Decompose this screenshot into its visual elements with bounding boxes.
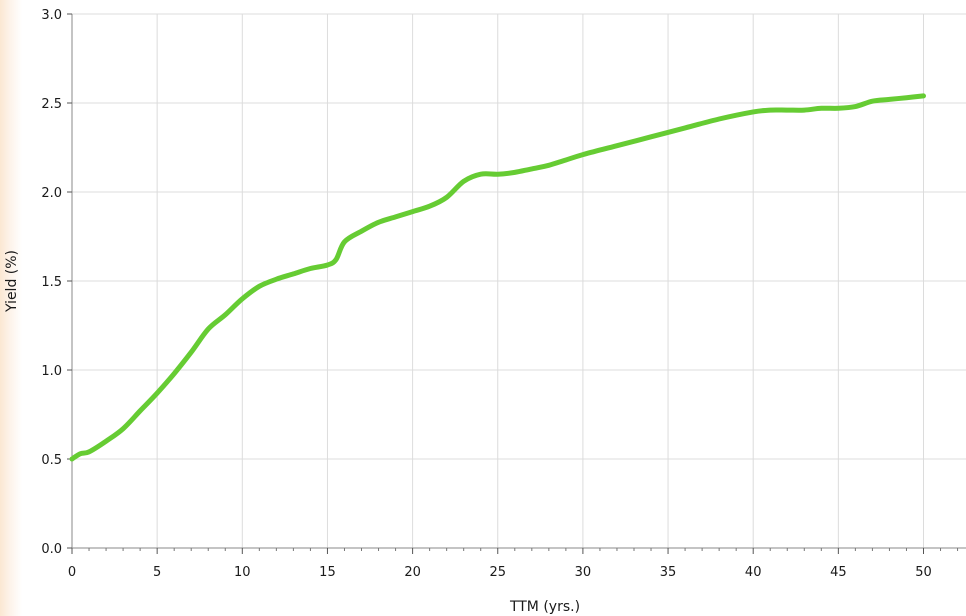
- x-tick-label: 50: [915, 565, 932, 580]
- y-tick-label: 3.0: [41, 8, 62, 23]
- x-tick-label: 10: [234, 565, 251, 580]
- y-tick-label: 2.0: [41, 186, 62, 201]
- x-tick-label: 40: [745, 565, 762, 580]
- x-tick-label: 25: [489, 565, 506, 580]
- x-tick-label: 45: [830, 565, 847, 580]
- x-tick-label: 15: [319, 565, 336, 580]
- x-tick-label: 20: [404, 565, 421, 580]
- x-axis-title: TTM (yrs.): [509, 599, 580, 615]
- x-tick-label: 0: [68, 565, 76, 580]
- x-tick-label: 5: [153, 565, 161, 580]
- grid: [72, 13, 966, 548]
- y-axis-title: Yield (%): [4, 250, 20, 313]
- x-tick-labels: 0 5 10 15 20 25 30 35 40 45 50: [68, 548, 959, 580]
- y-tick-labels: 0.0 0.5 1.0 1.5 2.0 2.5 3.0: [41, 8, 72, 557]
- x-tick-label: 30: [575, 565, 592, 580]
- y-tick-label: 0.0: [41, 542, 62, 557]
- y-tick-label: 1.0: [41, 364, 62, 379]
- x-tick-label: 35: [660, 565, 677, 580]
- yield-series-line: [69, 93, 926, 462]
- y-tick-label: 1.5: [41, 275, 62, 290]
- y-tick-label: 2.5: [41, 97, 62, 112]
- y-tick-label: 0.5: [41, 453, 62, 468]
